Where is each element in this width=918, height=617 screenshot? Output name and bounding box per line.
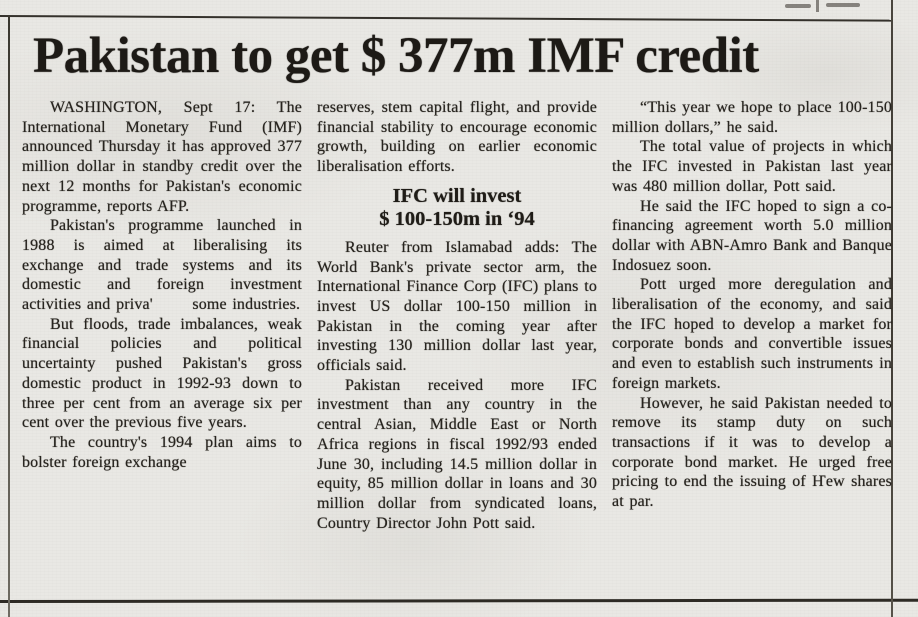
article-body: WASHINGTON, Sept 17: The International M…: [22, 98, 893, 533]
subheadline-line-1: IFC will invest: [392, 184, 522, 207]
paragraph: Pott urged more deregulation and liberal…: [612, 276, 892, 392]
paragraph: Reuter from Islamabad adds: The World Ba…: [317, 238, 597, 375]
column-1: WASHINGTON, Sept 17: The International M…: [22, 98, 302, 533]
cropped-print-remnant: [785, 4, 811, 8]
paragraph: The total value of projects in which the…: [612, 138, 892, 195]
paragraph-dateline: WASHINGTON, Sept 17: The International M…: [22, 99, 302, 215]
subheadline-line-2: $ 100-150m in ‘94: [379, 208, 535, 231]
paragraph: However, he said Pakistan needed to remo…: [612, 394, 892, 511]
cropped-print-remnant: [816, 0, 819, 12]
paragraph: Pakistan received more IFC investment th…: [317, 376, 597, 532]
column-3: “This year we hope to place 100-150 mill…: [612, 98, 892, 533]
headline: Pakistan to get $ 377m IMF credit: [33, 28, 759, 84]
paragraph-continuation: reserves, stem capital flight, and provi…: [317, 99, 597, 176]
cropped-print-remnant: [826, 3, 860, 7]
paragraph: But floods, trade imbalances, weak finan…: [22, 315, 302, 432]
paragraph-quote: “This year we hope to place 100-150 mill…: [612, 99, 892, 136]
column-2: reserves, stem capital flight, and provi…: [317, 98, 597, 533]
bottom-rule: [0, 598, 918, 603]
paragraph: Pakistan's programme launched in 1988 is…: [22, 217, 302, 314]
right-rule: [891, 0, 893, 617]
paragraph: The country's 1994 plan aims to bolster …: [22, 433, 302, 471]
top-rule: [0, 15, 893, 22]
subheadline: IFC will invest $ 100-150m in ‘94: [317, 185, 597, 232]
paragraph: He said the IFC hoped to sign a co-finan…: [612, 197, 892, 274]
left-rule: [8, 16, 10, 617]
